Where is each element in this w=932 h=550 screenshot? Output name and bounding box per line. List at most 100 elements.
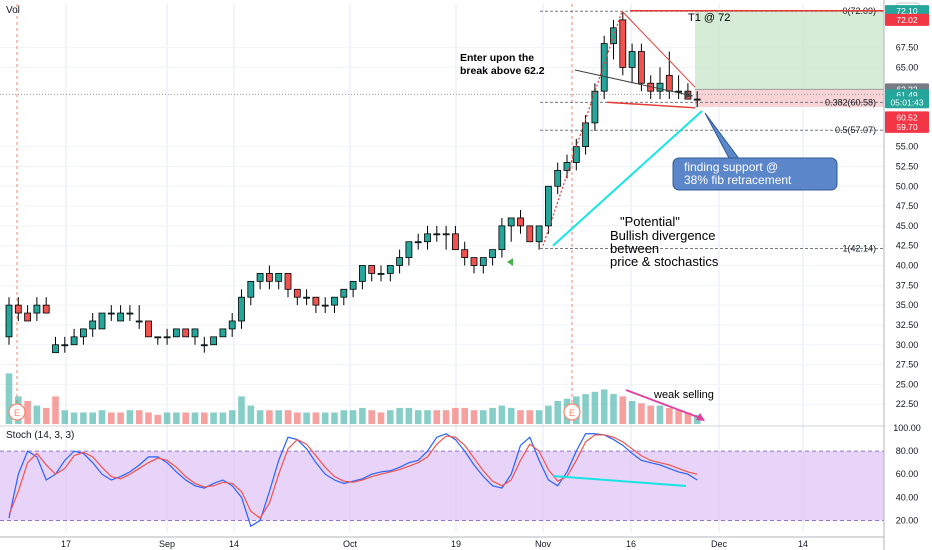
candle-body	[628, 51, 636, 68]
price-tick-label: 55.00	[896, 142, 919, 152]
candle-body	[517, 217, 524, 227]
volume-bar	[70, 412, 78, 424]
volume-bar	[591, 391, 599, 424]
volume-bar	[173, 412, 180, 424]
stoch-band	[0, 451, 884, 521]
price-tick-label: 35.00	[896, 300, 919, 310]
candle-body	[303, 296, 311, 299]
volume-bar	[535, 410, 543, 424]
candle-body	[107, 312, 115, 315]
price-tag	[885, 13, 929, 26]
candle-body	[563, 162, 571, 171]
volume-bar	[80, 412, 87, 424]
volume-bar	[424, 410, 431, 424]
volume-label: Vol	[6, 5, 20, 16]
weak-selling-arrow	[625, 389, 704, 420]
volume-bar	[461, 407, 468, 424]
volume-bar	[42, 407, 50, 424]
candle-body	[14, 304, 22, 314]
entry-arrow	[574, 69, 694, 97]
weak-selling-label: weak selling	[653, 389, 714, 401]
volume-bar	[377, 412, 385, 424]
volume-bar	[442, 410, 450, 424]
divergence-line4: price & stochastics	[610, 254, 719, 269]
volume-bar	[275, 410, 282, 424]
volume-bar	[340, 410, 348, 424]
candle-body	[228, 320, 236, 330]
price-tag	[885, 96, 929, 109]
support-callout-line1: finding support @	[684, 160, 778, 174]
candle-body	[582, 122, 589, 148]
time-tick-label: 17	[61, 539, 71, 549]
candle-body	[358, 265, 366, 282]
price-axis-background	[884, 0, 932, 550]
earnings-badge-label: E	[14, 408, 20, 418]
candle-body	[396, 257, 404, 266]
earnings-badge	[563, 403, 581, 421]
support-callout-line2: 38% fib retracement	[684, 173, 792, 187]
stoch-d-line	[8, 434, 698, 520]
candle-body	[479, 257, 487, 266]
signal-triangle	[507, 258, 513, 266]
target-zones: 0(72.09)0.382(60.58)0.5(57.07)1(42.14)	[0, 6, 884, 254]
volume-bar	[294, 412, 301, 424]
candle-body	[693, 98, 701, 101]
candle-body	[172, 328, 180, 338]
volume-bar	[656, 405, 664, 424]
candle-body	[5, 304, 13, 338]
volume-bar	[210, 412, 217, 424]
price-tick-label: 25.00	[896, 379, 919, 389]
volume-bar	[489, 407, 496, 424]
candle-body	[442, 233, 450, 236]
candle-body	[600, 43, 608, 92]
stoch-tick-label: 60.00	[896, 469, 919, 479]
time-tick-label: Sep	[159, 539, 175, 549]
candle-body	[24, 312, 32, 322]
volume-bar	[145, 412, 152, 424]
wedge-upper-line	[621, 10, 696, 88]
divergence-line3: between	[610, 241, 659, 256]
candle-body	[126, 312, 134, 315]
volume-bar	[154, 414, 162, 424]
candle-body	[98, 312, 106, 330]
price-tag-label: 59.70	[896, 122, 918, 132]
candle-body	[619, 19, 627, 68]
candle-body	[451, 233, 459, 251]
candle-body	[489, 249, 497, 258]
time-tick-label: 19	[451, 539, 461, 549]
candle-body	[70, 336, 78, 346]
candle-body	[219, 328, 227, 338]
fib-level-label: 0.5(57.07)	[835, 125, 876, 135]
candle-body	[265, 273, 273, 282]
candle-body	[498, 225, 506, 251]
volume-bar	[610, 394, 617, 424]
volume-bar	[284, 410, 292, 424]
divergence-line2: Bullish divergence	[610, 228, 716, 243]
volume-bar	[108, 412, 115, 424]
volume-bar	[405, 407, 413, 424]
stoch-tick-label: 40.00	[896, 492, 919, 502]
volume-bar	[480, 410, 487, 424]
price-tick-label: 52.50	[896, 161, 919, 171]
volume-bar	[526, 410, 534, 424]
volume-bar	[545, 405, 552, 424]
candle-body	[545, 185, 552, 227]
volume-bar	[33, 405, 41, 424]
volume-bar	[387, 410, 394, 424]
target-label: T1 @ 72	[688, 12, 730, 24]
candle-body	[80, 328, 87, 338]
price-candles	[5, 11, 701, 354]
support-trend-line	[552, 110, 703, 247]
stoch-k-line	[8, 433, 698, 528]
price-tag-label: 60.52	[896, 112, 918, 122]
volume-bar	[349, 410, 357, 424]
candle-body	[386, 265, 394, 274]
candle-body	[52, 344, 59, 354]
fib-level-label: 1(42.14)	[842, 244, 876, 254]
volume-bar	[331, 412, 338, 424]
time-tick-label: Dec	[711, 539, 728, 549]
volume-bar	[666, 407, 673, 424]
candle-body	[182, 328, 190, 338]
